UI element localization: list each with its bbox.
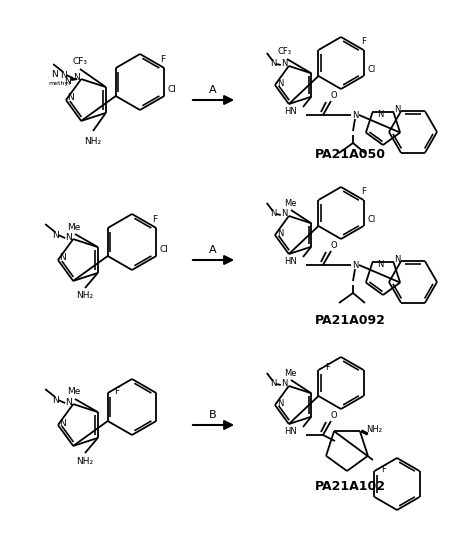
Text: Me: Me xyxy=(67,223,81,231)
Text: F: F xyxy=(160,54,165,63)
Text: N: N xyxy=(281,59,287,68)
Text: NH₂: NH₂ xyxy=(366,425,382,433)
Text: A: A xyxy=(209,85,217,95)
Text: F: F xyxy=(361,37,366,46)
Text: N: N xyxy=(281,209,287,219)
Text: N: N xyxy=(270,59,276,68)
Text: Me: Me xyxy=(284,369,296,377)
Text: N: N xyxy=(277,398,283,407)
Text: N: N xyxy=(277,229,283,238)
Text: F: F xyxy=(325,364,330,372)
Text: N: N xyxy=(52,396,59,405)
Text: PA21A050: PA21A050 xyxy=(315,149,385,162)
Text: N: N xyxy=(52,69,58,79)
Text: F: F xyxy=(381,465,386,473)
Text: O: O xyxy=(331,241,337,250)
Text: N: N xyxy=(60,70,66,79)
Text: NH₂: NH₂ xyxy=(76,457,93,466)
Text: PA21A092: PA21A092 xyxy=(315,314,385,326)
Text: N: N xyxy=(394,255,401,264)
Text: N: N xyxy=(281,380,287,388)
Text: Me: Me xyxy=(67,387,81,396)
Text: N: N xyxy=(377,260,383,269)
Text: O: O xyxy=(331,92,337,100)
Text: N: N xyxy=(68,93,74,103)
Text: O: O xyxy=(331,411,337,421)
Text: N: N xyxy=(65,397,72,407)
Text: N: N xyxy=(394,105,401,114)
Text: HN: HN xyxy=(284,258,297,266)
Text: N: N xyxy=(60,418,66,427)
Text: PA21A102: PA21A102 xyxy=(315,481,385,493)
Text: Cl: Cl xyxy=(367,65,375,74)
Text: N: N xyxy=(73,73,80,82)
Text: N: N xyxy=(270,380,276,388)
Text: HN: HN xyxy=(284,108,297,117)
Text: A: A xyxy=(209,245,217,255)
Text: NH₂: NH₂ xyxy=(76,291,93,300)
Text: N: N xyxy=(52,230,59,240)
Text: N: N xyxy=(377,110,383,119)
Text: N: N xyxy=(277,78,283,88)
Text: F: F xyxy=(361,186,366,195)
Text: Cl: Cl xyxy=(367,215,375,225)
Text: N: N xyxy=(64,77,71,85)
Text: Me: Me xyxy=(284,199,296,208)
Text: CF₃: CF₃ xyxy=(73,57,88,65)
Text: NH₂: NH₂ xyxy=(84,137,101,145)
Text: CF₃: CF₃ xyxy=(278,48,292,57)
Text: Cl: Cl xyxy=(168,85,177,94)
Text: Cl: Cl xyxy=(160,245,169,255)
Text: N: N xyxy=(352,110,358,119)
Text: F: F xyxy=(152,214,157,224)
Text: N: N xyxy=(352,260,358,270)
Text: B: B xyxy=(209,410,217,420)
Text: methyl: methyl xyxy=(48,80,70,85)
Text: N: N xyxy=(270,209,276,219)
Text: HN: HN xyxy=(284,427,297,436)
Text: N: N xyxy=(65,233,72,241)
Text: N: N xyxy=(60,254,66,263)
Text: F: F xyxy=(114,386,119,396)
